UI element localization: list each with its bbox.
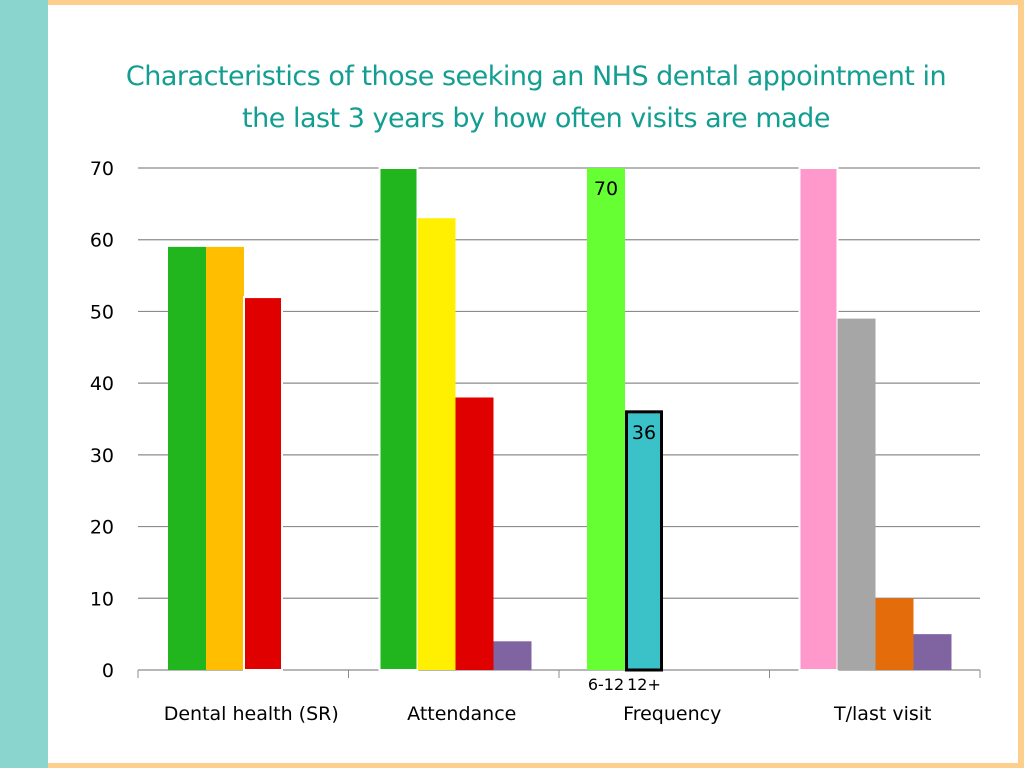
right-border (1018, 0, 1024, 768)
x-category-label: Frequency (623, 703, 721, 725)
bar-t-last-visit-1 (837, 318, 876, 670)
y-tick-label: 20 (90, 517, 114, 539)
y-tick-label: 0 (102, 660, 114, 682)
bar-attendance-3 (493, 641, 532, 670)
data-label: 70 (594, 178, 618, 200)
bar-dental-health-sr--2 (243, 296, 283, 671)
y-tick-label: 60 (90, 230, 114, 252)
bar-attendance-0 (378, 167, 419, 671)
bar-attendance-2 (455, 397, 494, 670)
bar-frequency-0 (587, 168, 625, 670)
bar-dental-health-sr--0 (168, 246, 206, 670)
bar-t-last-visit-2 (875, 598, 914, 670)
x-category-label: Dental health (SR) (164, 703, 339, 725)
title-line-2: the last 3 years by how often visits are… (242, 103, 830, 134)
y-tick-label: 50 (90, 301, 114, 323)
bar-t-last-visit-0 (798, 167, 839, 671)
bottom-border (48, 763, 1024, 768)
bar-sublabel: 6-12 (588, 675, 624, 694)
bar-sublabel: 12+ (627, 675, 661, 694)
chart-title: Characteristics of those seeking an NHS … (48, 56, 1024, 140)
bar-attendance-1 (417, 218, 456, 670)
bar-dental-health-sr--1 (206, 246, 244, 670)
y-tick-label: 10 (90, 588, 114, 610)
x-category-label: T/last visit (833, 703, 931, 725)
title-line-1: Characteristics of those seeking an NHS … (125, 61, 947, 92)
y-tick-label: 70 (90, 158, 114, 180)
y-tick-label: 30 (90, 445, 114, 467)
left-accent-bar (0, 0, 48, 768)
y-tick-label: 40 (90, 373, 114, 395)
data-label: 36 (632, 422, 656, 444)
bar-frequency-1 (625, 410, 663, 672)
top-border (48, 0, 1024, 5)
bar-t-last-visit-3 (913, 634, 952, 670)
x-category-label: Attendance (407, 703, 516, 725)
